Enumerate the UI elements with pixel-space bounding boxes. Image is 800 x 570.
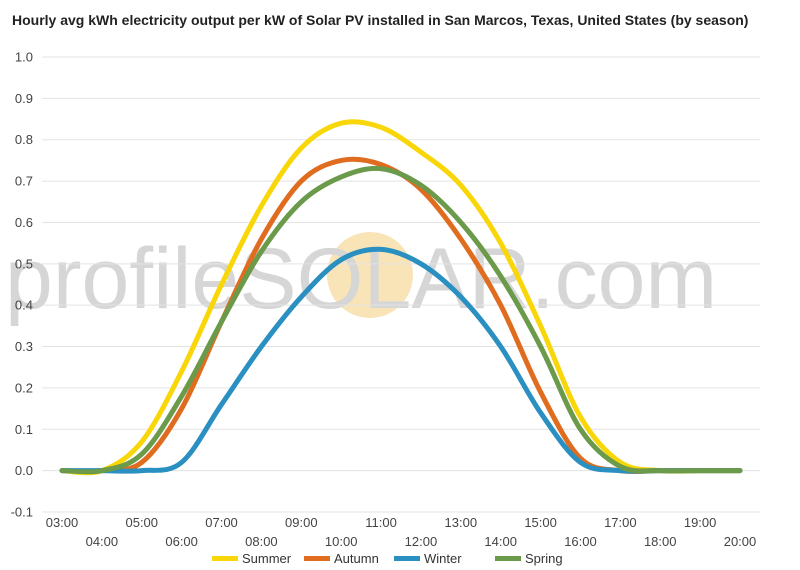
x-tick-label: 14:00: [484, 534, 517, 549]
series-line-spring: [59, 165, 743, 475]
legend-item-summer[interactable]: Summer: [212, 551, 292, 566]
y-tick-label: 0.1: [15, 422, 33, 437]
y-tick-label: 0.7: [15, 174, 33, 189]
x-tick-label: 17:00: [604, 515, 637, 530]
watermark: profileSOLAR.com: [5, 231, 717, 327]
legend-label: Winter: [424, 551, 462, 566]
legend-swatch: [495, 556, 521, 561]
x-tick-label: 03:00: [46, 515, 79, 530]
x-tick-label: 15:00: [524, 515, 557, 530]
legend-label: Spring: [525, 551, 563, 566]
y-tick-label: 0.6: [15, 215, 33, 230]
x-tick-label: 07:00: [205, 515, 238, 530]
x-tick-label: 11:00: [365, 515, 397, 530]
series-line-winter: [59, 246, 743, 474]
legend-item-autumn[interactable]: Autumn: [304, 551, 379, 566]
y-tick-label: 0.4: [15, 298, 33, 313]
y-tick-label: 1.0: [15, 50, 33, 65]
x-tick-label: 09:00: [285, 515, 318, 530]
x-tick-label: 16:00: [564, 534, 597, 549]
legend-item-spring[interactable]: Spring: [495, 551, 563, 566]
legend-swatch: [394, 556, 420, 561]
y-tick-label: 0.9: [15, 91, 33, 106]
x-tick-label: 20:00: [724, 534, 757, 549]
chart-title: Hourly avg kWh electricity output per kW…: [12, 12, 749, 28]
x-tick-label: 06:00: [165, 534, 198, 549]
y-tick-label: 0.5: [15, 256, 33, 271]
watermark-text: profileSOLAR.com: [5, 231, 717, 327]
x-tick-label: 19:00: [684, 515, 717, 530]
y-tick-label: 0.8: [15, 132, 33, 147]
y-tick-label: 0.0: [15, 463, 33, 478]
x-tick-label: 04:00: [86, 534, 119, 549]
series-lines: [59, 119, 743, 476]
legend-label: Autumn: [334, 551, 379, 566]
x-axis-ticks: 03:00 04:00 05:00 06:00 07:00 08:00 09:00 10:00…: [46, 515, 757, 549]
y-axis-ticks: -0.1 0.0 0.1 0.2 0.3 0.4 0.5 0.6 0.7 0.8 0.9 1.0: [11, 50, 33, 520]
legend-label: Summer: [242, 551, 292, 566]
legend-item-winter[interactable]: Winter: [394, 551, 462, 566]
x-tick-label: 10:00: [325, 534, 358, 549]
legend-swatch: [304, 556, 330, 561]
x-tick-label: 13:00: [445, 515, 478, 530]
y-tick-label: 0.3: [15, 339, 33, 354]
x-tick-label: 08:00: [245, 534, 278, 549]
y-tick-label: -0.1: [11, 505, 33, 520]
x-tick-label: 05:00: [125, 515, 158, 530]
legend-swatch: [212, 556, 238, 561]
x-tick-label: 18:00: [644, 534, 677, 549]
y-tick-label: 0.2: [15, 380, 33, 395]
legend[interactable]: Summer Autumn Winter Spring: [212, 551, 563, 566]
series-line-summer: [59, 119, 743, 476]
x-tick-label: 12:00: [405, 534, 438, 549]
